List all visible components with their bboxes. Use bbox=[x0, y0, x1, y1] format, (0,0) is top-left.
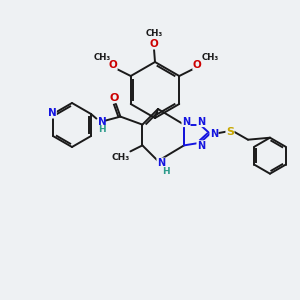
Text: O: O bbox=[150, 39, 158, 49]
Text: O: O bbox=[110, 93, 119, 103]
Text: N: N bbox=[157, 158, 165, 168]
Text: H: H bbox=[162, 167, 170, 176]
Text: H: H bbox=[99, 125, 106, 134]
Text: N: N bbox=[182, 117, 190, 127]
Text: CH₃: CH₃ bbox=[146, 29, 163, 38]
Text: O: O bbox=[108, 60, 117, 70]
Text: CH₃: CH₃ bbox=[93, 53, 110, 62]
Text: N: N bbox=[48, 108, 56, 118]
Text: CH₃: CH₃ bbox=[202, 53, 219, 62]
Text: N: N bbox=[98, 117, 107, 127]
Text: N: N bbox=[197, 141, 205, 151]
Text: CH₃: CH₃ bbox=[111, 153, 130, 162]
Text: S: S bbox=[226, 127, 234, 137]
Text: O: O bbox=[193, 60, 202, 70]
Text: N: N bbox=[210, 129, 218, 139]
Text: N: N bbox=[197, 117, 205, 127]
